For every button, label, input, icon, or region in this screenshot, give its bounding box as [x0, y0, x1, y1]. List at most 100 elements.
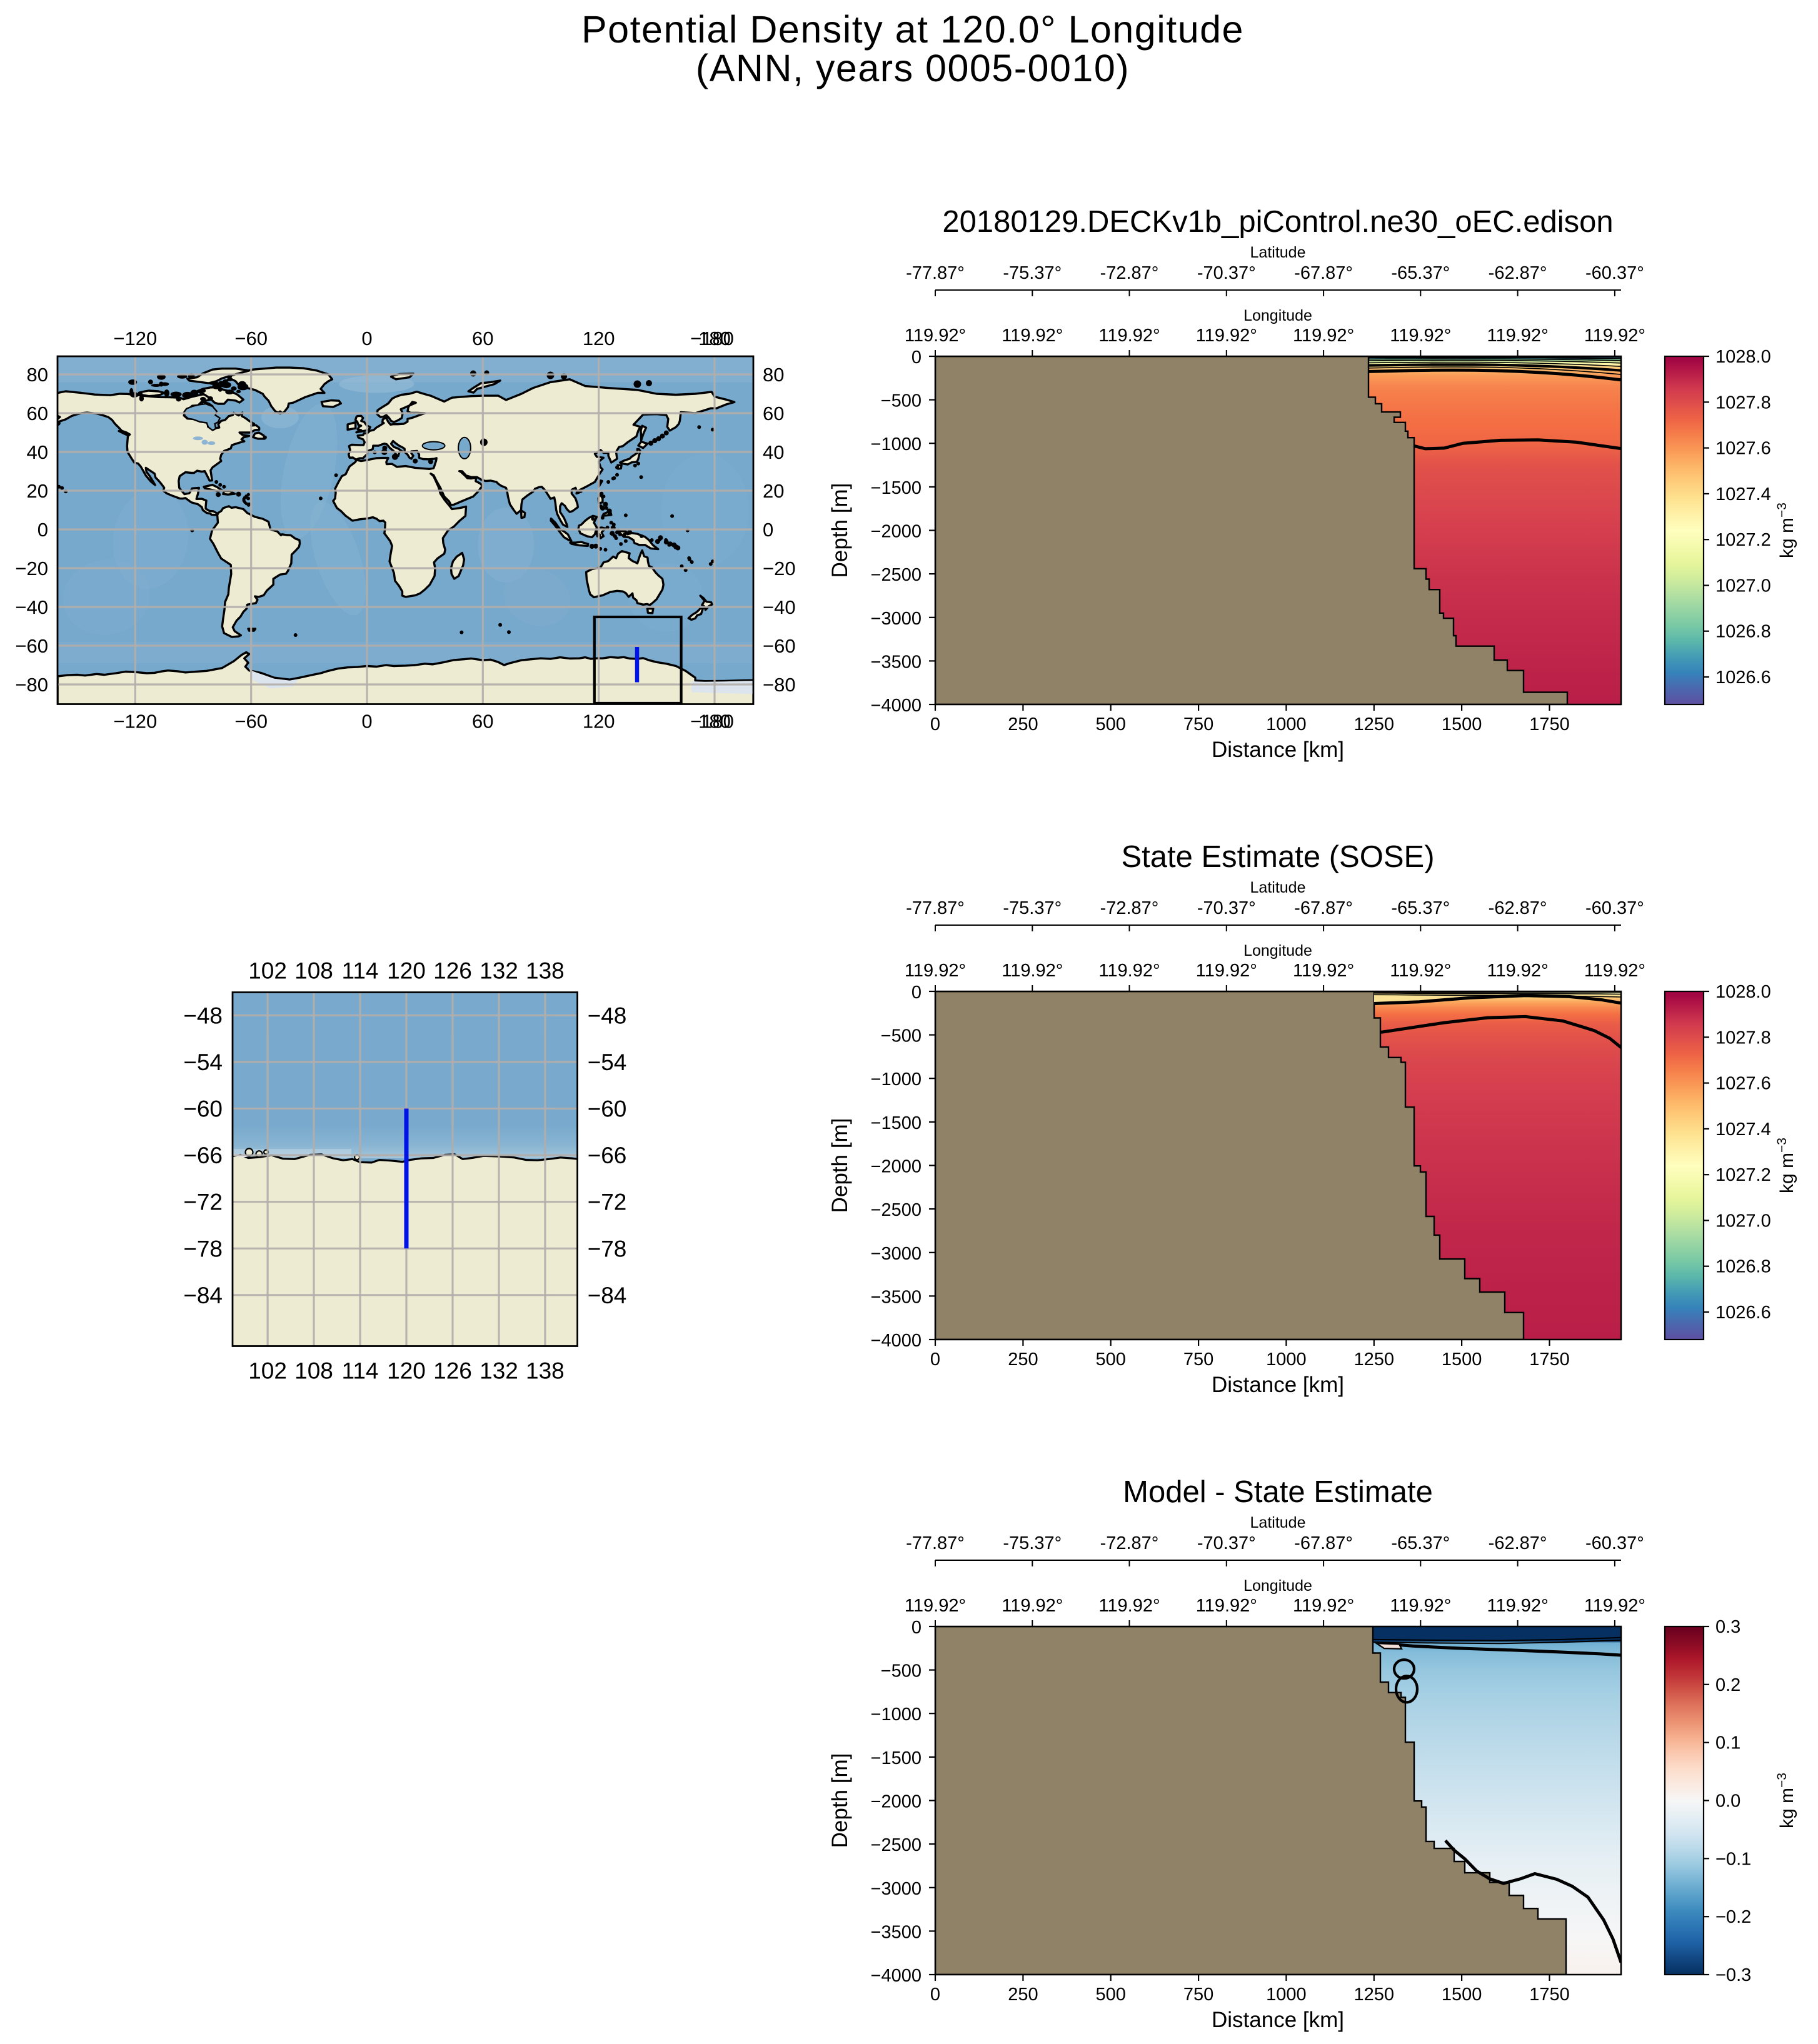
svg-text:1500: 1500	[1442, 1985, 1482, 2005]
svg-text:−1500: −1500	[871, 478, 922, 498]
svg-text:Distance [km]: Distance [km]	[1212, 2008, 1344, 2032]
svg-text:102: 102	[248, 1358, 287, 1384]
svg-text:−60: −60	[763, 635, 796, 657]
svg-text:1027.8: 1027.8	[1715, 393, 1771, 413]
svg-text:119.92°: 119.92°	[1293, 1596, 1354, 1616]
svg-text:120: 120	[387, 958, 426, 984]
svg-text:119.92°: 119.92°	[1584, 326, 1645, 346]
svg-text:-72.87°: -72.87°	[1100, 898, 1159, 918]
svg-text:0.0: 0.0	[1715, 1791, 1740, 1811]
svg-text:119.92°: 119.92°	[1098, 961, 1160, 981]
svg-text:−60: −60	[183, 1096, 223, 1122]
svg-text:60: 60	[27, 403, 48, 424]
svg-text:1000: 1000	[1266, 1985, 1307, 2005]
svg-text:132: 132	[480, 1358, 518, 1384]
svg-text:126: 126	[433, 958, 472, 984]
svg-text:−0.1: −0.1	[1715, 1849, 1751, 1869]
svg-text:0.3: 0.3	[1715, 1617, 1740, 1637]
svg-text:−3500: −3500	[871, 652, 922, 672]
svg-text:1026.6: 1026.6	[1715, 668, 1771, 688]
svg-text:1026.8: 1026.8	[1715, 622, 1771, 642]
svg-text:−48: −48	[183, 1003, 223, 1028]
svg-text:-67.87°: -67.87°	[1294, 263, 1353, 283]
svg-text:Longitude: Longitude	[1243, 1577, 1312, 1595]
svg-text:Latitude: Latitude	[1250, 1514, 1306, 1531]
svg-text:250: 250	[1008, 1985, 1038, 2005]
svg-text:-72.87°: -72.87°	[1100, 263, 1159, 283]
svg-text:114: 114	[342, 1358, 379, 1384]
svg-text:Longitude: Longitude	[1243, 307, 1312, 324]
svg-text:−84: −84	[588, 1283, 627, 1308]
svg-text:119.92°: 119.92°	[1487, 961, 1549, 981]
svg-text:Longitude: Longitude	[1243, 942, 1312, 959]
svg-text:−1500: −1500	[871, 1748, 922, 1768]
svg-text:119.92°: 119.92°	[1196, 961, 1257, 981]
svg-text:1027.0: 1027.0	[1715, 1211, 1771, 1231]
svg-text:-72.87°: -72.87°	[1100, 1533, 1159, 1553]
svg-text:119.92°: 119.92°	[1002, 1596, 1063, 1616]
svg-text:750: 750	[1183, 1350, 1213, 1370]
svg-text:-65.37°: -65.37°	[1391, 263, 1450, 283]
svg-text:−500: −500	[881, 391, 922, 411]
svg-text:250: 250	[1008, 1350, 1038, 1370]
svg-text:-70.37°: -70.37°	[1197, 1533, 1256, 1553]
svg-text:−3000: −3000	[871, 609, 922, 629]
svg-text:-77.87°: -77.87°	[906, 1533, 965, 1553]
svg-text:40: 40	[27, 441, 48, 463]
svg-text:1000: 1000	[1266, 1350, 1307, 1370]
svg-text:1027.6: 1027.6	[1715, 439, 1771, 459]
svg-text:119.92°: 119.92°	[1293, 961, 1354, 981]
svg-text:−54: −54	[183, 1050, 223, 1075]
svg-text:0: 0	[361, 711, 372, 733]
svg-text:−78: −78	[183, 1236, 223, 1261]
svg-text:-75.37°: -75.37°	[1003, 263, 1062, 283]
svg-text:−72: −72	[183, 1190, 223, 1215]
svg-text:500: 500	[1096, 714, 1126, 734]
svg-text:250: 250	[1008, 714, 1038, 734]
svg-text:Potential Density at 120.0° Lo: Potential Density at 120.0° Longitude	[581, 8, 1244, 51]
svg-text:0: 0	[930, 1350, 940, 1370]
svg-text:−4000: −4000	[871, 1966, 922, 1986]
svg-text:0: 0	[930, 714, 940, 734]
svg-text:Model - State Estimate: Model - State Estimate	[1123, 1475, 1433, 1509]
svg-text:(ANN, years 0005-0010): (ANN, years 0005-0010)	[696, 47, 1130, 89]
svg-text:−60: −60	[588, 1096, 627, 1122]
svg-text:0: 0	[912, 983, 922, 1003]
svg-text:−20: −20	[15, 558, 48, 579]
svg-text:1250: 1250	[1354, 1350, 1395, 1370]
svg-text:−72: −72	[588, 1190, 627, 1215]
svg-text:1027.4: 1027.4	[1715, 484, 1771, 504]
svg-text:119.92°: 119.92°	[1390, 1596, 1451, 1616]
svg-text:60: 60	[763, 403, 784, 424]
svg-text:180: 180	[698, 711, 731, 733]
svg-text:1026.8: 1026.8	[1715, 1257, 1771, 1277]
svg-text:80: 80	[763, 364, 784, 386]
svg-text:0.1: 0.1	[1715, 1733, 1740, 1753]
svg-text:-60.37°: -60.37°	[1585, 898, 1644, 918]
svg-text:−80: −80	[763, 674, 796, 696]
svg-text:-60.37°: -60.37°	[1585, 263, 1644, 283]
svg-text:0: 0	[763, 519, 773, 541]
svg-text:-70.37°: -70.37°	[1197, 263, 1256, 283]
svg-text:119.92°: 119.92°	[1098, 1596, 1160, 1616]
svg-text:1750: 1750	[1529, 1985, 1570, 2005]
svg-text:40: 40	[763, 441, 784, 463]
svg-text:−2000: −2000	[871, 1157, 922, 1177]
svg-text:1000: 1000	[1266, 714, 1307, 734]
svg-text:1026.6: 1026.6	[1715, 1303, 1771, 1323]
svg-text:-62.87°: -62.87°	[1489, 898, 1547, 918]
svg-text:−500: −500	[881, 1661, 922, 1681]
svg-text:126: 126	[433, 1358, 472, 1384]
svg-text:−4000: −4000	[871, 696, 922, 716]
svg-text:−3500: −3500	[871, 1287, 922, 1307]
svg-text:1027.6: 1027.6	[1715, 1074, 1771, 1094]
svg-text:60: 60	[472, 711, 493, 733]
svg-text:Depth [m]: Depth [m]	[828, 483, 852, 578]
svg-text:Latitude: Latitude	[1250, 244, 1306, 261]
svg-text:108: 108	[294, 1358, 333, 1384]
svg-text:−66: −66	[183, 1143, 223, 1168]
svg-text:−180: −180	[690, 711, 734, 733]
svg-text:−2500: −2500	[871, 565, 922, 585]
svg-text:0: 0	[38, 519, 48, 541]
svg-text:−180: −180	[690, 328, 734, 349]
